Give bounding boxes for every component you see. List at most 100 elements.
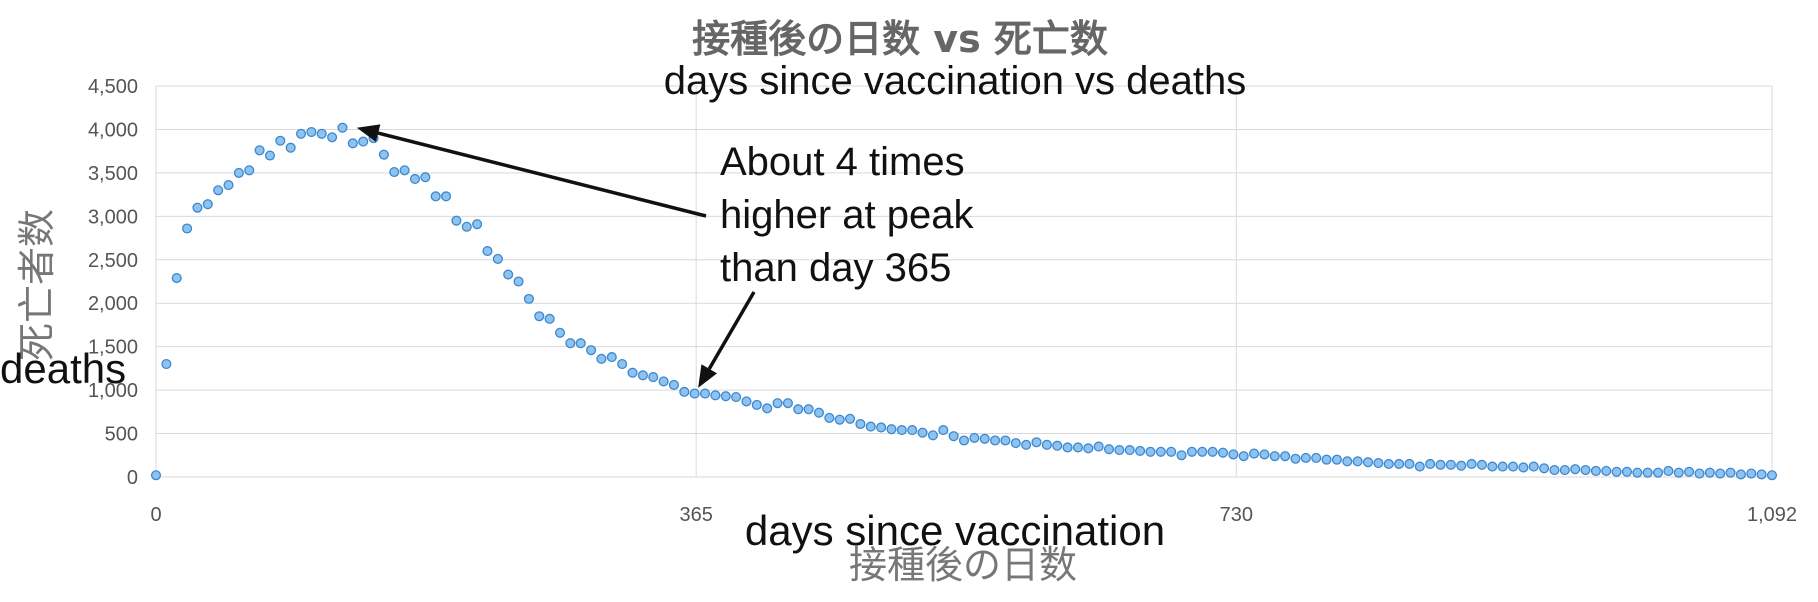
data-point	[1052, 440, 1063, 451]
data-point	[1497, 461, 1508, 472]
data-point	[855, 418, 866, 430]
data-point	[1466, 458, 1477, 470]
data-point	[1663, 465, 1674, 476]
data-point	[1197, 446, 1208, 457]
data-point	[1425, 458, 1436, 470]
data-point	[1715, 468, 1726, 479]
y-tick-label: 0	[127, 467, 138, 489]
data-point	[1621, 466, 1633, 477]
data-point	[534, 311, 545, 322]
data-point	[306, 127, 317, 138]
data-point	[1186, 446, 1197, 457]
data-point	[886, 424, 897, 435]
data-point	[472, 219, 483, 230]
data-point	[513, 276, 524, 287]
data-point	[182, 223, 193, 234]
y-tick-label: 4,000	[88, 119, 138, 141]
x-tick-label: 1,092	[1747, 504, 1797, 526]
data-point	[285, 142, 296, 153]
data-point	[1124, 445, 1135, 456]
data-point	[1756, 469, 1767, 480]
data-point	[1269, 451, 1280, 462]
data-point	[824, 412, 835, 423]
data-point	[958, 435, 970, 446]
data-point	[1207, 446, 1218, 457]
y-axis-label-jp: 死亡者数	[15, 209, 59, 361]
data-point	[482, 246, 493, 257]
data-point	[1145, 446, 1156, 457]
data-point	[1601, 465, 1612, 476]
data-point	[1217, 447, 1229, 458]
data-point	[1704, 467, 1715, 478]
data-point	[1539, 463, 1550, 474]
data-point	[596, 353, 607, 364]
data-point	[1590, 465, 1601, 476]
data-point	[1166, 446, 1177, 457]
data-point	[948, 431, 959, 442]
annotation-arrow	[356, 124, 707, 218]
data-point	[938, 425, 949, 436]
data-point	[1000, 435, 1011, 446]
data-point	[316, 128, 327, 139]
data-point	[275, 135, 286, 146]
data-point	[699, 388, 711, 399]
data-point	[171, 272, 182, 284]
data-point	[1476, 459, 1487, 470]
data-point	[1021, 439, 1032, 450]
y-tick-label: 3,000	[88, 206, 138, 228]
chart-subtitle: days since vaccination vs deaths	[664, 59, 1247, 103]
x-tick-label: 365	[679, 504, 712, 526]
data-point	[1694, 468, 1705, 479]
data-point	[917, 427, 928, 438]
data-point	[1549, 464, 1560, 476]
data-point	[1041, 439, 1052, 450]
data-point	[1352, 456, 1363, 467]
grid-layer	[155, 85, 1773, 478]
y-tick-label: 4,500	[88, 76, 138, 98]
data-point	[1394, 458, 1405, 470]
data-point	[762, 403, 773, 414]
data-point	[1611, 466, 1622, 477]
data-point	[1249, 448, 1260, 459]
data-point	[1311, 452, 1322, 463]
data-point	[244, 165, 255, 176]
data-point	[1259, 449, 1270, 460]
data-point	[1300, 452, 1311, 463]
data-point	[1435, 459, 1446, 470]
data-point	[710, 390, 721, 401]
data-point	[990, 435, 1001, 446]
data-point	[1238, 451, 1249, 462]
data-point	[202, 199, 213, 210]
data-point	[213, 185, 224, 196]
data-point	[378, 149, 389, 160]
data-point	[1342, 456, 1353, 467]
data-point	[1456, 460, 1467, 471]
data-point	[1176, 450, 1187, 461]
data-point	[1518, 462, 1529, 473]
data-point	[544, 313, 555, 324]
x-tick-label: 0	[150, 504, 161, 526]
annotation-arrows	[356, 124, 756, 388]
y-tick-label: 3,500	[88, 163, 138, 185]
data-point	[1362, 457, 1374, 468]
data-point	[845, 413, 856, 424]
data-point	[1083, 443, 1094, 454]
data-point	[627, 367, 638, 378]
data-point	[575, 338, 586, 349]
data-point	[503, 269, 514, 280]
data-point	[1010, 438, 1021, 449]
data-point	[606, 352, 617, 363]
data-point	[1114, 445, 1125, 456]
data-point	[1321, 454, 1332, 465]
data-point	[1580, 464, 1591, 476]
annotation: About 4 times higher at peak than day 36…	[356, 124, 975, 388]
data-point	[1642, 467, 1653, 478]
data-point	[192, 202, 203, 213]
y-axis-label: deaths	[0, 345, 126, 392]
data-point	[1766, 470, 1778, 481]
data-point	[1414, 461, 1425, 472]
data-point	[1383, 458, 1394, 470]
data-point	[1528, 461, 1539, 472]
data-point	[1031, 437, 1042, 448]
